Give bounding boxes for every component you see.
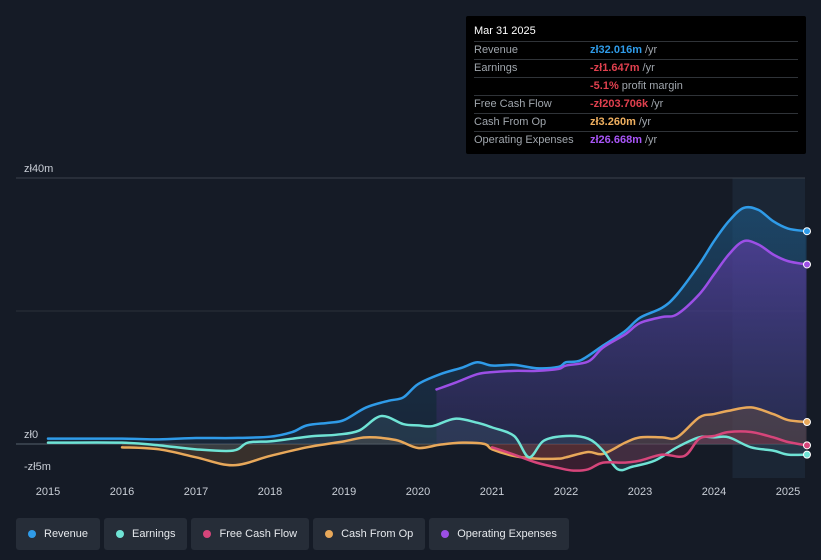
series-line-free-cash-flow (490, 430, 808, 472)
legend-label: Operating Expenses (457, 528, 557, 540)
tooltip-unit: /yr (644, 134, 658, 146)
legend-label: Earnings (132, 528, 176, 540)
y-label-bottom: -zł5m (24, 461, 51, 473)
tooltip-label: Free Cash Flow (474, 98, 552, 110)
x-tick-label: 2023 (628, 486, 652, 498)
series-line-operating-expenses (435, 239, 808, 391)
tooltip-panel: Mar 31 2025 Revenue zł32.016m /yr Earnin… (466, 16, 806, 154)
tooltip-value: -zł1.647m (590, 62, 640, 74)
end-dot-free-cash-flow (803, 441, 811, 450)
tooltip-value: -5.1% (590, 80, 619, 92)
tooltip-row-revenue: Revenue zł32.016m /yr (474, 42, 798, 60)
end-dot-cash-from-op (803, 418, 811, 427)
area-operating-expenses (436, 240, 807, 444)
legend-label: Cash From Op (341, 528, 414, 540)
tooltip-label: Operating Expenses (474, 134, 574, 146)
y-label-zero: zł0 (24, 429, 38, 441)
x-tick-label: 2016 (110, 486, 134, 498)
tooltip-value: zł26.668m (590, 134, 642, 146)
x-tick-label: 2018 (258, 486, 282, 498)
tooltip-row-cfo: Cash From Op zł3.260m /yr (474, 114, 798, 132)
tooltip-unit: /yr (651, 98, 664, 110)
legend-item-revenue[interactable]: Revenue (16, 518, 101, 550)
tooltip-row-opex: Operating Expenses zł26.668m /yr (474, 132, 798, 149)
end-dot-operating-expenses (803, 260, 811, 269)
tooltip-row-fcf: Free Cash Flow -zł203.706k /yr (474, 96, 798, 114)
tooltip-date: Mar 31 2025 (474, 24, 798, 42)
tooltip-label (474, 78, 590, 95)
x-tick-label: 2024 (702, 486, 726, 498)
x-tick-label: 2015 (36, 486, 60, 498)
tooltip-value: zł32.016m (590, 44, 642, 56)
tooltip-label: Earnings (474, 62, 518, 74)
x-tick-label: 2017 (184, 486, 208, 498)
tooltip-row-earnings: Earnings -zł1.647m /yr (474, 60, 798, 78)
series-line-cash-from-op (120, 406, 808, 467)
tooltip-unit: /yr (642, 62, 655, 74)
tooltip-value: zł3.260m (590, 116, 636, 128)
legend-dot-icon (203, 530, 212, 538)
legend-label: Revenue (44, 528, 89, 540)
chart-area: zł40m zł0 -zł5m 2015 2016 2017 2018 2019 2020… (16, 163, 811, 498)
legend: Revenue Earnings Free Cash Flow Cash Fro… (16, 518, 569, 550)
legend-dot-icon (116, 530, 125, 538)
x-tick-label: 2019 (332, 486, 356, 498)
tooltip-value: -zł203.706k (590, 98, 649, 110)
legend-item-free-cash-flow[interactable]: Free Cash Flow (191, 518, 310, 550)
area-free-cash-flow (492, 431, 807, 471)
tooltip-unit: /yr (644, 44, 658, 56)
legend-item-earnings[interactable]: Earnings (104, 518, 188, 550)
x-tick-label: 2021 (480, 486, 504, 498)
area-cash-from-op (122, 407, 807, 466)
area-earnings (48, 415, 807, 471)
tooltip-unit: profit margin (621, 80, 683, 92)
legend-item-cash-from-op[interactable]: Cash From Op (313, 518, 426, 550)
legend-dot-icon (28, 530, 36, 538)
end-dot-earnings (803, 450, 811, 459)
legend-label: Free Cash Flow (219, 528, 298, 540)
x-tick-label: 2025 (776, 486, 800, 498)
y-label-top: zł40m (24, 163, 53, 175)
tooltip-row-margin: -5.1% profit margin (474, 78, 798, 96)
x-tick-label: 2022 (554, 486, 578, 498)
tooltip-label: Cash From Op (474, 116, 547, 128)
tooltip-label: Revenue (474, 44, 519, 56)
legend-dot-icon (441, 530, 450, 538)
x-tick-label: 2020 (406, 486, 430, 498)
series-line-revenue (46, 205, 808, 441)
tooltip-unit: /yr (638, 116, 652, 128)
end-dot-revenue (803, 227, 811, 236)
legend-dot-icon (325, 530, 334, 538)
legend-item-operating-expenses[interactable]: Operating Expenses (429, 518, 569, 550)
